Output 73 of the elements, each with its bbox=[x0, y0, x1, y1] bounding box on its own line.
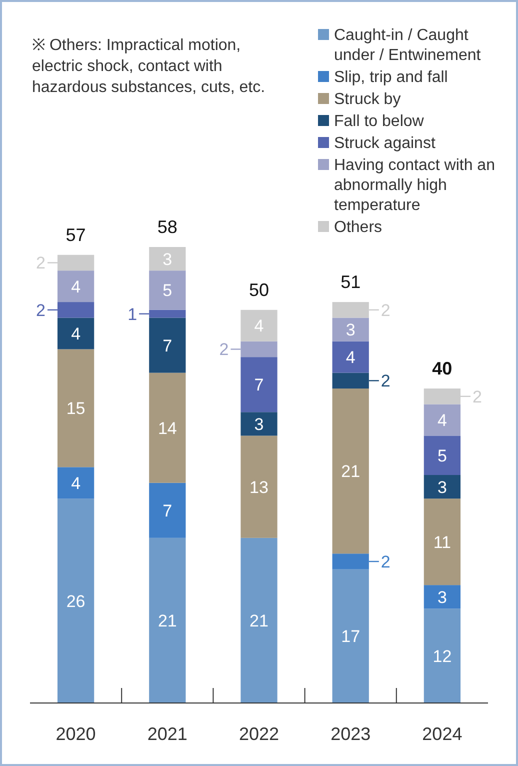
data-label: 4 bbox=[346, 348, 356, 368]
data-label: 5 bbox=[162, 281, 172, 300]
bar bbox=[424, 585, 461, 609]
legend-label: Having contact with an abnormally high temperature bbox=[334, 157, 495, 214]
data-label: 15 bbox=[66, 399, 86, 418]
data-label: 17 bbox=[341, 627, 360, 646]
x-tick-label: 2024 bbox=[422, 724, 462, 744]
bar bbox=[149, 318, 186, 373]
data-label: 26 bbox=[66, 592, 86, 611]
bar bbox=[149, 270, 186, 310]
data-label: 13 bbox=[250, 478, 268, 497]
data-label: 14 bbox=[158, 418, 177, 438]
data-label: 3 bbox=[254, 414, 264, 434]
bar bbox=[149, 372, 186, 483]
total-label: 51 bbox=[340, 272, 361, 292]
legend-label: Fall to below bbox=[334, 113, 424, 130]
bar bbox=[424, 498, 461, 586]
data-label: 1 bbox=[128, 304, 138, 324]
data-label: 4 bbox=[71, 474, 81, 493]
legend-label: Slip, trip and fall bbox=[334, 69, 448, 86]
bar bbox=[149, 247, 186, 271]
bar bbox=[57, 349, 94, 468]
bar bbox=[332, 569, 369, 703]
data-label: 12 bbox=[432, 646, 452, 666]
data-label: 4 bbox=[71, 324, 81, 344]
text: ※ Others: Impractical motion, electric shock, contact with hazardous substances, cuts, etc. bbox=[32, 37, 266, 96]
data-label: 5 bbox=[437, 446, 447, 466]
data-label: 21 bbox=[158, 611, 177, 630]
bar bbox=[240, 357, 278, 412]
bar bbox=[332, 388, 369, 554]
data-label: 21 bbox=[250, 611, 268, 630]
bar bbox=[57, 498, 94, 703]
data-label: 2 bbox=[380, 372, 390, 391]
data-label: 7 bbox=[254, 376, 264, 395]
bar bbox=[149, 538, 186, 703]
data-label: 7 bbox=[162, 336, 172, 356]
data-label: 3 bbox=[346, 320, 356, 340]
total-label: 57 bbox=[66, 224, 86, 245]
bar bbox=[149, 482, 186, 538]
bar bbox=[424, 404, 461, 436]
bar bbox=[332, 341, 369, 373]
data-label: 3 bbox=[437, 478, 447, 497]
bar bbox=[57, 270, 94, 302]
x-tick-label: 2022 bbox=[238, 724, 280, 744]
bar bbox=[240, 538, 278, 703]
legend-label: Struck by bbox=[334, 91, 401, 108]
total-label: 58 bbox=[157, 217, 178, 237]
x-tick-label: 2023 bbox=[330, 724, 371, 744]
total-label: 50 bbox=[248, 280, 270, 300]
data-label: 21 bbox=[341, 462, 360, 482]
legend-label: Others bbox=[334, 219, 382, 236]
data-label: 2 bbox=[36, 300, 46, 320]
bar bbox=[57, 318, 94, 350]
bar bbox=[240, 412, 278, 436]
data-label: 4 bbox=[437, 410, 447, 430]
bar bbox=[332, 318, 369, 342]
bar bbox=[240, 436, 278, 538]
bar bbox=[424, 475, 461, 499]
bar bbox=[424, 436, 461, 475]
data-label: 4 bbox=[71, 277, 81, 296]
bar bbox=[424, 608, 461, 703]
data-label: 3 bbox=[437, 588, 447, 607]
x-tick-label: 2020 bbox=[56, 724, 96, 744]
bar bbox=[240, 310, 278, 342]
data-label: 11 bbox=[433, 532, 452, 552]
data-label: 2 bbox=[380, 552, 390, 572]
bar bbox=[57, 467, 94, 499]
data-label: 2 bbox=[219, 340, 229, 360]
legend-label: Caught-in / Caught under / Entwinement bbox=[334, 27, 482, 64]
data-label: 7 bbox=[162, 501, 172, 520]
total-label: 40 bbox=[432, 358, 452, 379]
legend-label: Struck against bbox=[334, 135, 436, 152]
x-tick-label: 2021 bbox=[147, 724, 188, 744]
